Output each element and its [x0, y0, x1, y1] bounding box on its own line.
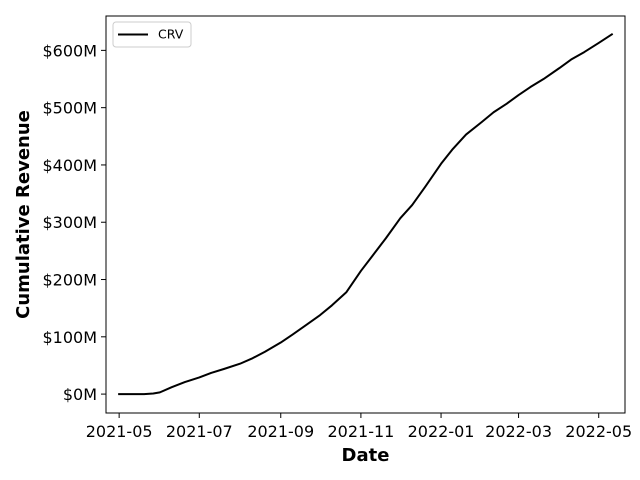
y-tick-label: $600M [42, 41, 97, 60]
y-tick-label: $200M [42, 271, 97, 290]
y-tick-label: $400M [42, 156, 97, 175]
x-tick-label: 2021-09 [247, 422, 314, 441]
x-axis-ticks: 2021-05 2021-07 2021-09 2021-11 2022-01 2022-… [86, 413, 632, 441]
y-tick-label: $0M [63, 385, 97, 404]
x-axis-label: Date [342, 445, 390, 466]
crv-series-line [118, 32, 614, 396]
legend-box [112, 21, 192, 48]
y-axis-ticks: $0M $100M $200M $300M $400M $500M $600M [42, 41, 106, 404]
x-tick-label: 2021-11 [327, 422, 394, 441]
x-tick-label: 2021-07 [166, 422, 233, 441]
y-tick-label: $300M [42, 213, 97, 232]
legend: CRV [112, 21, 192, 48]
x-tick-label: 2021-05 [86, 422, 153, 441]
legend-label-crv: CRV [158, 27, 184, 42]
x-tick-label: 2022-01 [408, 422, 475, 441]
plot-frame [105, 15, 626, 414]
y-axis-label: Cumulative Revenue [13, 110, 34, 319]
x-tick-label: 2022-05 [565, 422, 632, 441]
y-tick-label: $500M [42, 99, 97, 118]
y-tick-label: $100M [42, 328, 97, 347]
x-tick-label: 2022-03 [485, 422, 552, 441]
